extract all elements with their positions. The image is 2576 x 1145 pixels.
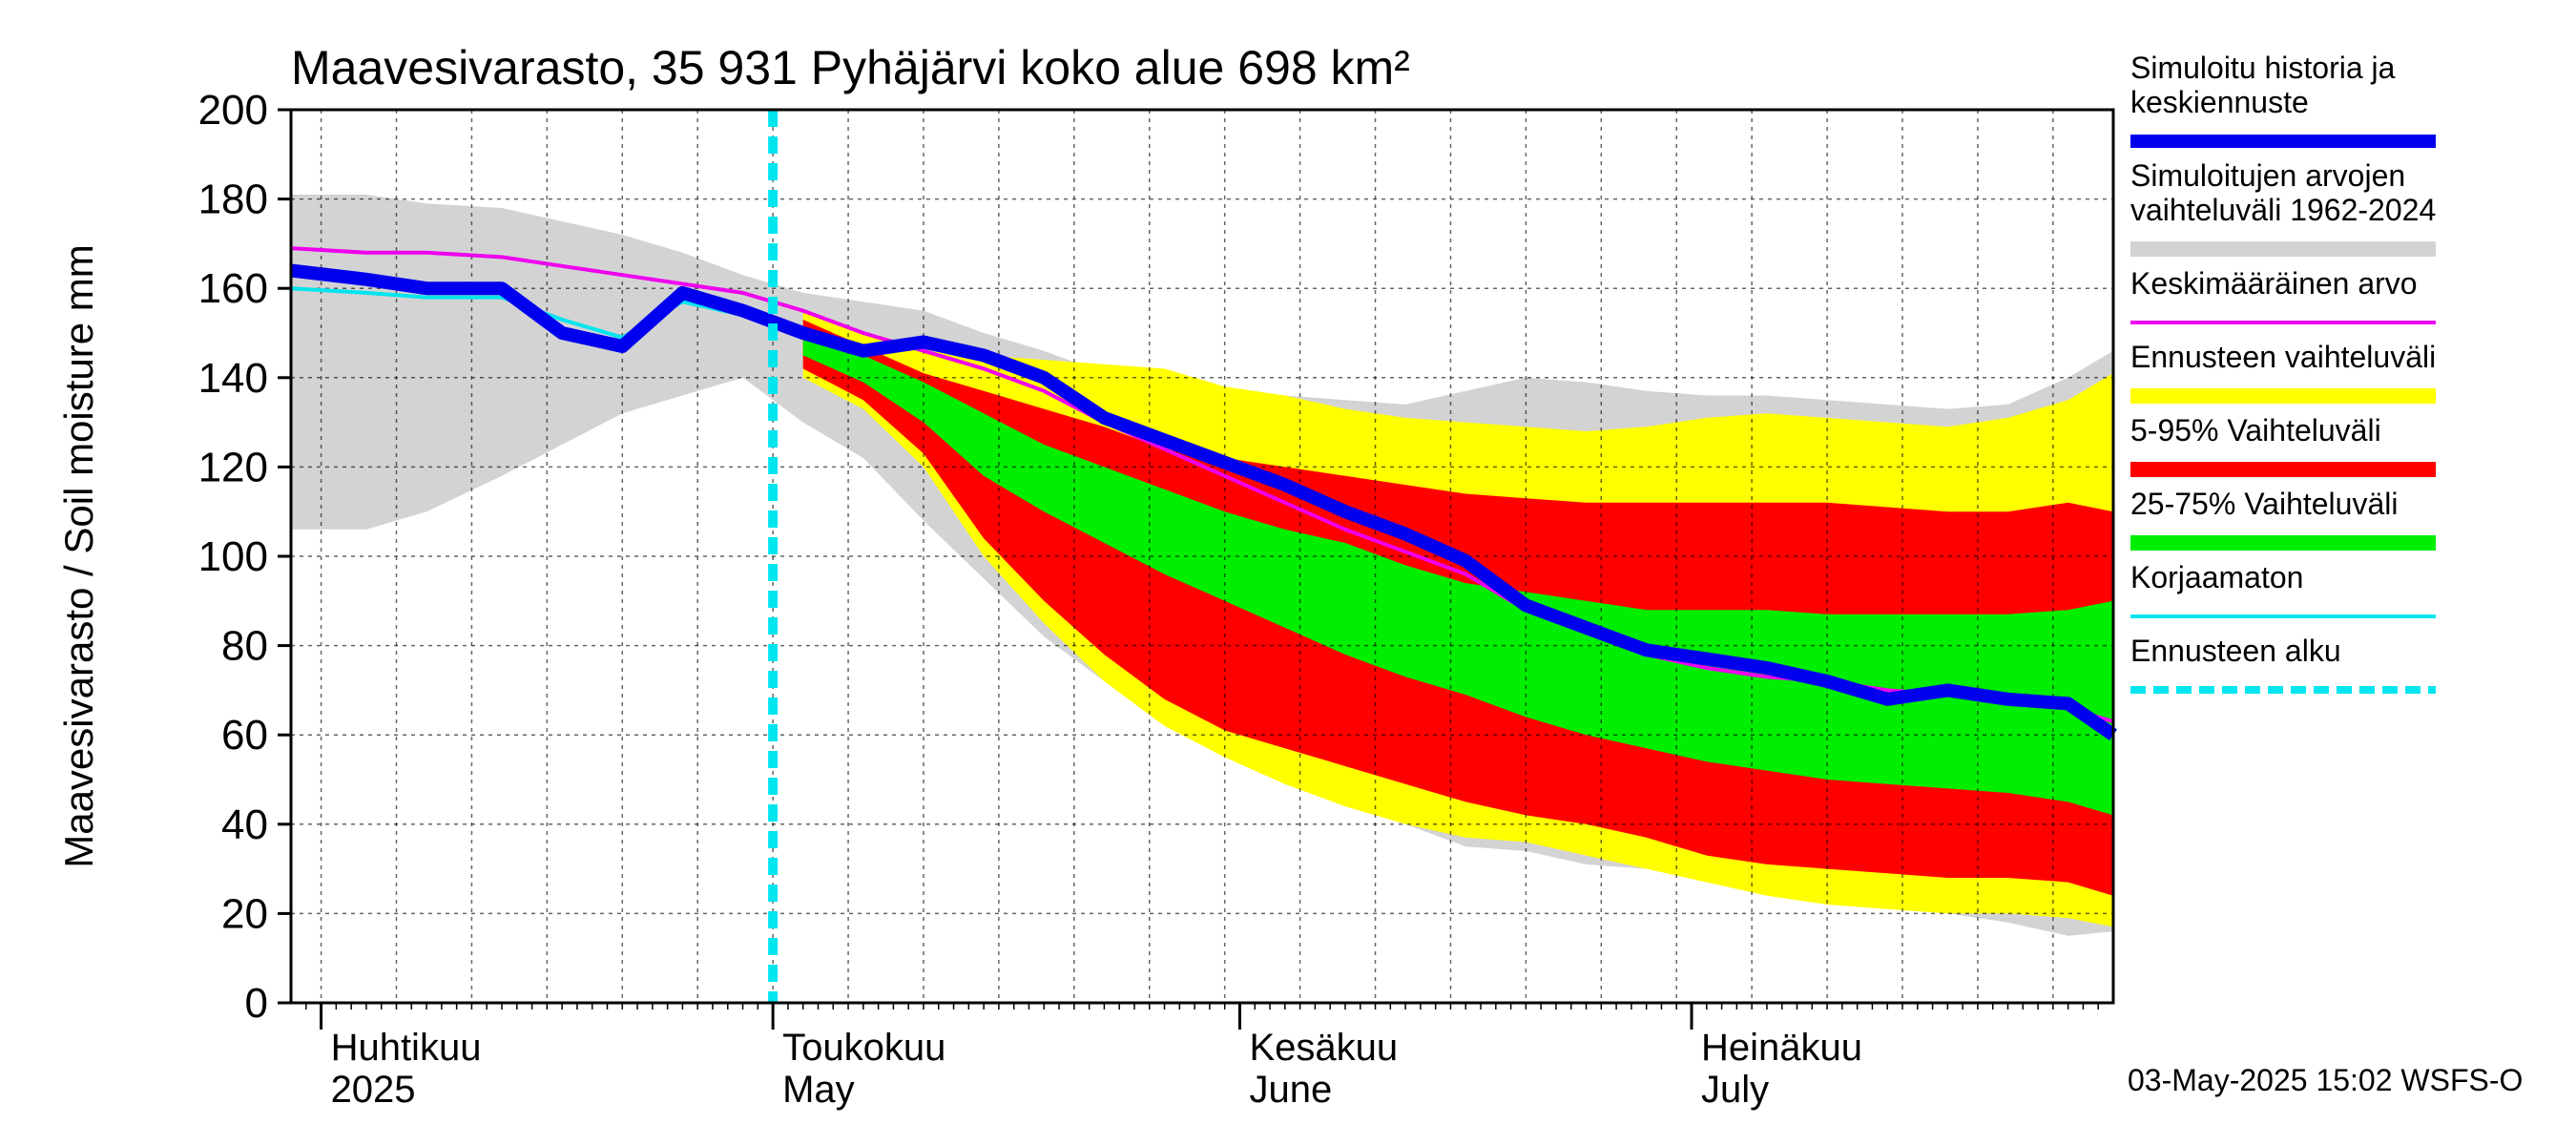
- y-axis: 0 20 40 60 80 100 120 140 160 180 200: [198, 87, 291, 1027]
- x-month-label: Heinäkuu: [1701, 1027, 1862, 1069]
- y-tick-label: 80: [221, 623, 268, 670]
- y-tick-label: 120: [198, 444, 268, 490]
- legend-label: 5-95% Vaihteluväli: [2130, 413, 2381, 448]
- y-tick-label: 100: [198, 533, 268, 580]
- y-tick-label: 180: [198, 177, 268, 223]
- timestamp: 03-May-2025 15:02 WSFS-O: [2128, 1063, 2523, 1097]
- x-month-label: Huhtikuu: [331, 1027, 482, 1069]
- band-25-75: [802, 328, 2114, 816]
- grid-layer: [291, 110, 2113, 1003]
- legend-label: 25-75% Vaihteluväli: [2130, 487, 2398, 521]
- legend-label: Simuloitu historia ja: [2130, 51, 2396, 85]
- y-tick-label: 20: [221, 890, 268, 937]
- x-month-sublabel: May: [782, 1069, 855, 1111]
- y-tick-label: 200: [198, 87, 268, 134]
- legend-label: Ennusteen vaihteluväli: [2130, 340, 2436, 374]
- x-month-label: Toukokuu: [782, 1027, 945, 1069]
- legend-label: Korjaamaton: [2130, 560, 2303, 594]
- y-axis-label: Maavesivarasto / Soil moisture mm: [56, 244, 101, 868]
- legend-label: keskiennuste: [2130, 85, 2309, 119]
- x-month-sublabel: June: [1249, 1069, 1332, 1111]
- bands-layer: [291, 194, 2114, 936]
- chart-title: Maavesivarasto, 35 931 Pyhäjärvi koko al…: [291, 41, 1410, 94]
- legend-label: vaihteluväli 1962-2024: [2130, 193, 2436, 227]
- y-tick-label: 60: [221, 712, 268, 759]
- y-tick-label: 0: [245, 980, 268, 1027]
- x-month-sublabel: July: [1701, 1069, 1769, 1111]
- y-tick-label: 40: [221, 802, 268, 848]
- legend-label: Ennusteen alku: [2130, 634, 2341, 668]
- x-month-label: Kesäkuu: [1249, 1027, 1398, 1069]
- series-line-simulated: [290, 263, 2117, 740]
- x-month-sublabel: 2025: [331, 1069, 416, 1111]
- y-tick-label: 140: [198, 355, 268, 402]
- y-tick-label: 160: [198, 265, 268, 312]
- lines-layer: [290, 110, 2117, 1003]
- legend-label: Keskimääräinen arvo: [2130, 266, 2418, 301]
- legend-label: Simuloitujen arvojen: [2130, 158, 2405, 193]
